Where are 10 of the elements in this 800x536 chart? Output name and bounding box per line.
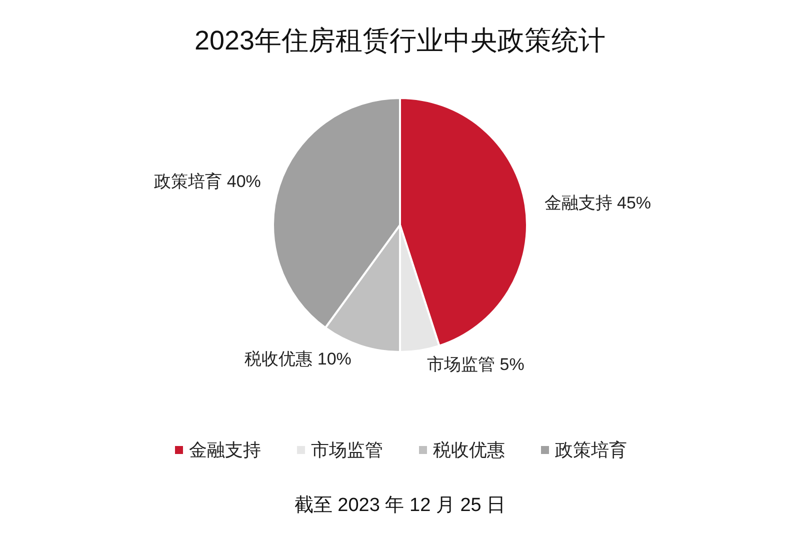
category-label: 金融支持 45%	[544, 193, 652, 212]
category-label: 市场监管 5%	[427, 354, 524, 374]
legend-label: 金融支持	[189, 440, 261, 460]
legend-label: 税收优惠	[433, 440, 505, 460]
category-label: 政策培育 40%	[154, 172, 261, 191]
legend-label: 市场监管	[311, 440, 383, 460]
text: 截至 2023 年 12 月 25 日	[294, 495, 506, 516]
category-label: 税收优惠 10%	[244, 350, 352, 369]
legend-label: 政策培育	[555, 440, 627, 460]
chart-title: 2023年住房租赁行业中央政策统计	[194, 26, 606, 56]
